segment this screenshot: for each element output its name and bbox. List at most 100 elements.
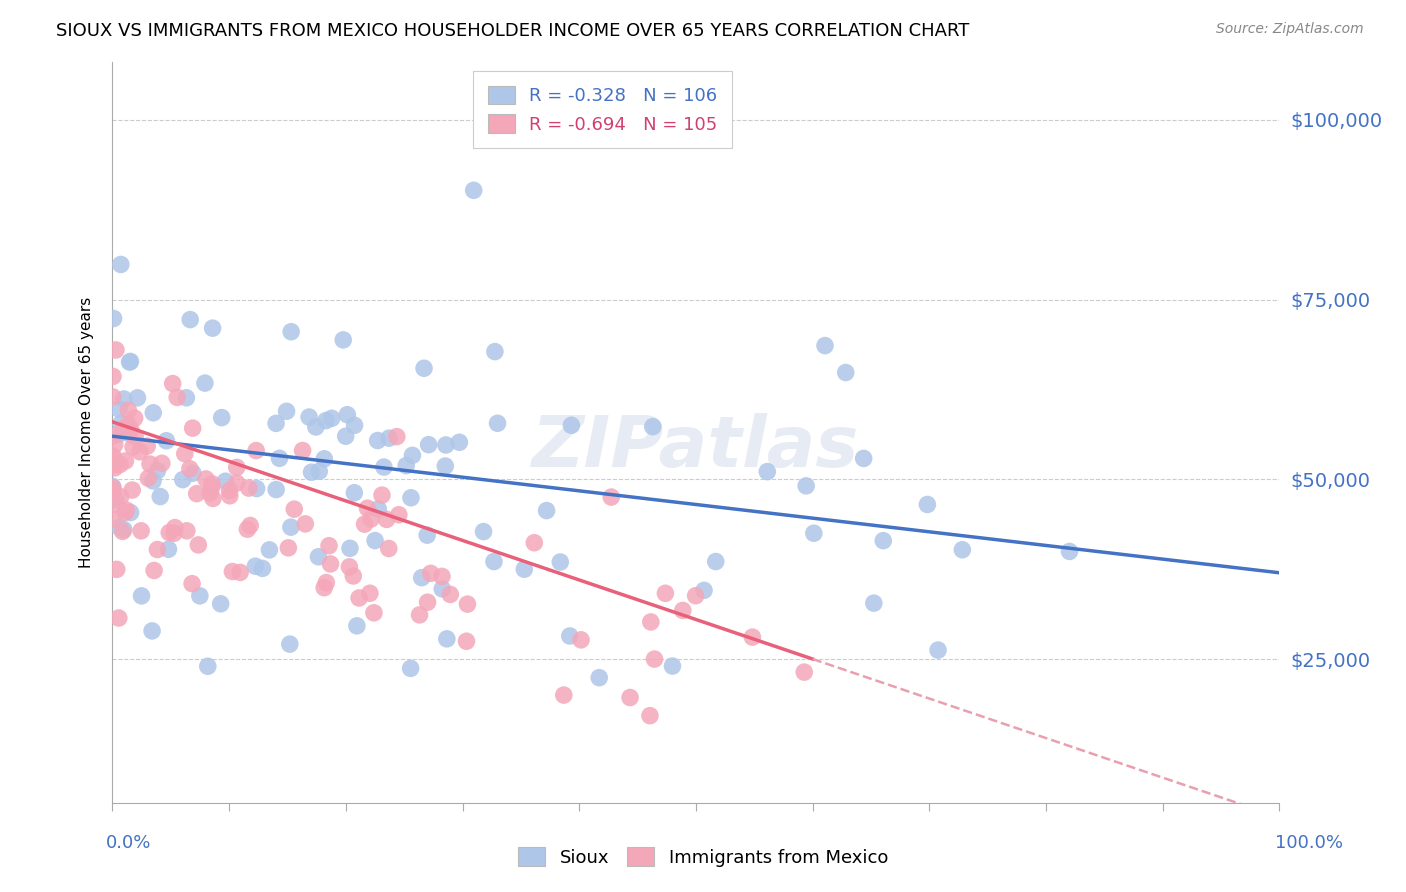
Point	[112, 392, 135, 406]
Point	[108, 520, 131, 534]
Point	[101, 390, 124, 404]
Point	[157, 542, 180, 557]
Point	[661, 659, 683, 673]
Point	[359, 586, 381, 600]
Point	[927, 643, 949, 657]
Point	[149, 490, 172, 504]
Point	[101, 429, 124, 443]
Point	[280, 520, 302, 534]
Point	[482, 555, 505, 569]
Point	[120, 423, 142, 437]
Point	[105, 492, 128, 507]
Point	[129, 524, 152, 538]
Point	[225, 460, 247, 475]
Point	[353, 517, 375, 532]
Point	[108, 458, 131, 472]
Point	[364, 533, 387, 548]
Point	[107, 611, 129, 625]
Point	[343, 485, 366, 500]
Point	[693, 583, 716, 598]
Point	[301, 465, 323, 479]
Point	[363, 606, 385, 620]
Point	[209, 597, 232, 611]
Point	[395, 458, 418, 473]
Point	[408, 607, 430, 622]
Point	[308, 549, 330, 564]
Point	[225, 475, 247, 490]
Point	[108, 402, 131, 417]
Point	[143, 564, 166, 578]
Point	[120, 354, 142, 368]
Point	[245, 559, 267, 574]
Point	[463, 183, 485, 197]
Point	[111, 423, 134, 437]
Point	[101, 458, 124, 472]
Point	[176, 391, 198, 405]
Point	[141, 624, 163, 638]
Point	[162, 376, 184, 391]
Point	[672, 603, 695, 617]
Point	[197, 659, 219, 673]
Point	[356, 501, 378, 516]
Point	[291, 443, 314, 458]
Point	[101, 369, 124, 384]
Point	[456, 597, 478, 611]
Point	[704, 555, 727, 569]
Point	[181, 576, 204, 591]
Point	[315, 414, 337, 428]
Point	[101, 450, 124, 465]
Point	[872, 533, 894, 548]
Point	[117, 403, 139, 417]
Point	[278, 637, 301, 651]
Point	[439, 587, 461, 601]
Point	[245, 482, 267, 496]
Point	[122, 440, 145, 454]
Point	[685, 589, 707, 603]
Point	[378, 431, 401, 445]
Point	[117, 417, 139, 432]
Point	[835, 366, 858, 380]
Point	[449, 435, 471, 450]
Point	[276, 404, 298, 418]
Point	[588, 671, 610, 685]
Point	[155, 434, 177, 448]
Point	[553, 688, 575, 702]
Point	[852, 451, 875, 466]
Point	[121, 483, 143, 497]
Point	[264, 483, 287, 497]
Point	[315, 575, 337, 590]
Point	[150, 456, 173, 470]
Point	[124, 430, 146, 444]
Point	[103, 498, 125, 512]
Point	[186, 486, 208, 500]
Point	[486, 417, 509, 431]
Point	[201, 491, 224, 506]
Point	[536, 503, 558, 517]
Point	[513, 562, 536, 576]
Point	[294, 516, 316, 531]
Point	[456, 634, 478, 648]
Point	[411, 571, 433, 585]
Point	[146, 464, 169, 478]
Text: 100.0%: 100.0%	[1275, 834, 1343, 852]
Point	[346, 619, 368, 633]
Point	[756, 465, 779, 479]
Point	[117, 425, 139, 440]
Point	[236, 522, 259, 536]
Point	[371, 488, 394, 502]
Point	[172, 473, 194, 487]
Point	[863, 596, 886, 610]
Legend: R = -0.328   N = 106, R = -0.694   N = 105: R = -0.328 N = 106, R = -0.694 N = 105	[474, 71, 733, 148]
Point	[430, 569, 453, 583]
Point	[110, 257, 132, 271]
Text: SIOUX VS IMMIGRANTS FROM MEXICO HOUSEHOLDER INCOME OVER 65 YEARS CORRELATION CHA: SIOUX VS IMMIGRANTS FROM MEXICO HOUSEHOL…	[56, 22, 970, 40]
Legend: Sioux, Immigrants from Mexico: Sioux, Immigrants from Mexico	[510, 840, 896, 874]
Point	[101, 512, 124, 526]
Point	[298, 410, 321, 425]
Point	[917, 498, 939, 512]
Point	[139, 457, 162, 471]
Point	[343, 418, 366, 433]
Point	[131, 589, 153, 603]
Point	[198, 486, 221, 500]
Point	[416, 528, 439, 542]
